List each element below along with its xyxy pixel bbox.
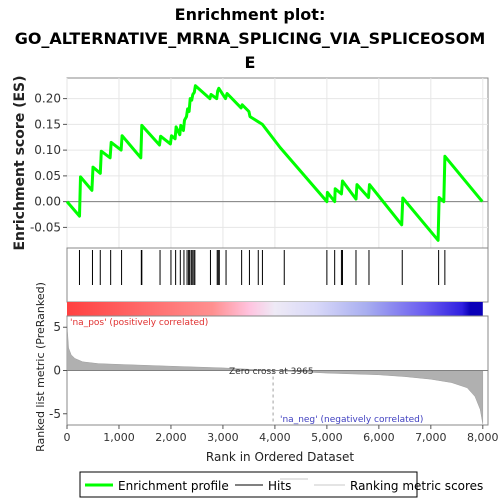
legend-hits-label: Hits	[268, 479, 291, 493]
x-tick-label: 2,000	[155, 431, 187, 444]
ranked-list-y-tick-label: 5	[53, 320, 61, 334]
es-y-tick-label: 0.00	[34, 195, 61, 209]
x-tick-label: 4,000	[259, 431, 291, 444]
es-y-tick-label: 0.15	[34, 117, 61, 131]
title: Enrichment plot: GO_ALTERNATIVE_MRNA_SPL…	[15, 5, 486, 72]
es-panel-frame	[66, 77, 489, 249]
enrichment-profile-line	[65, 84, 484, 242]
title-line-3: E	[245, 53, 256, 72]
es-y-ticks: -0.05 0.00 0.05 0.10 0.15 0.20	[30, 92, 67, 234]
x-tick-label: 3,000	[207, 431, 239, 444]
es-y-tick-label: 0.20	[34, 92, 61, 106]
ranked-list-panel: -505 'na_pos' (positively correlated) Ze…	[34, 282, 489, 452]
es-y-tick-label: 0.10	[34, 143, 61, 157]
ranked-list-y-tick-label: -5	[49, 407, 61, 421]
x-tick-label: 6,000	[363, 431, 395, 444]
x-axis-label: Rank in Ordered Dataset	[206, 450, 354, 464]
x-axis-ticks: 0 1,000 2,000 3,000 4,000 5,000 6,000 7,000 8,00…	[64, 425, 499, 444]
legend: Enrichment profile Hits Ranking metric s…	[79, 471, 483, 498]
hit-marks	[78, 250, 446, 285]
x-tick-label: 8,000	[467, 431, 499, 444]
legend-ranking-label: Ranking metric scores	[350, 479, 483, 493]
ranked-list-y-axis-label: Ranked list metric (PreRanked)	[34, 282, 47, 452]
es-panel: -0.05 0.00 0.05 0.10 0.15 0.20 Enrichment sco…	[12, 75, 489, 251]
x-tick-label: 0	[64, 431, 71, 444]
title-line-2: GO_ALTERNATIVE_MRNA_SPLICING_VIA_SPLICEO…	[15, 29, 486, 48]
es-y-tick-label: 0.05	[34, 169, 61, 183]
ranked-list-y-tick-label: 0	[53, 364, 61, 378]
zero-cross-label: Zero cross at 3965	[229, 367, 314, 377]
legend-enrichment-label: Enrichment profile	[118, 479, 229, 493]
hits-panel	[66, 247, 489, 316]
x-tick-label: 1,000	[103, 431, 135, 444]
hits-panel-frame	[66, 247, 489, 303]
na-pos-label: 'na_pos' (positively correlated)	[70, 318, 208, 328]
es-y-tick-label: -0.05	[30, 220, 61, 234]
x-tick-label: 5,000	[311, 431, 343, 444]
title-line-1: Enrichment plot:	[175, 5, 326, 24]
x-tick-label: 7,000	[415, 431, 447, 444]
na-neg-label: 'na_neg' (negatively correlated)	[280, 415, 423, 425]
es-y-axis-label: Enrichment score (ES)	[12, 75, 28, 250]
rank-color-bar	[67, 302, 483, 316]
ranked-list-y-ticks: -5 0 5	[49, 320, 67, 421]
